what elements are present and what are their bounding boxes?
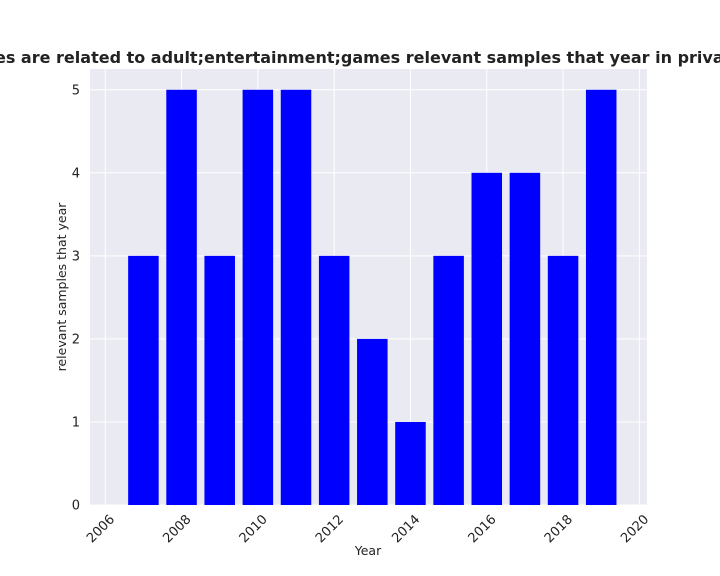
y-tick-label: 1	[72, 415, 80, 430]
bar-2017	[509, 172, 541, 506]
bar-2008	[166, 89, 197, 505]
bar-2016	[471, 172, 503, 506]
bar-2015	[433, 255, 464, 505]
x-tick-label: 2006	[84, 512, 118, 546]
bar-2011	[280, 89, 312, 505]
bar-2018	[547, 255, 579, 505]
y-tick-label: 2	[72, 332, 80, 347]
bar-2010	[242, 89, 274, 505]
bar-2012	[318, 255, 350, 505]
x-tick-label: 2014	[389, 512, 423, 546]
y-axis-ticks: 0 1 2 3 4 5	[72, 83, 80, 513]
bar-2013	[357, 338, 388, 505]
bar-2019	[585, 89, 617, 505]
bar-2014	[395, 421, 426, 505]
x-tick-label: 2012	[313, 512, 347, 546]
y-tick-label: 0	[72, 499, 80, 514]
bars	[128, 89, 617, 506]
x-tick-label: 2008	[160, 512, 194, 546]
y-tick-label: 5	[72, 83, 80, 98]
x-axis-ticks: 2006 2008 2010 2012 2014 2016 2018 2020	[84, 512, 652, 546]
y-tick-label: 3	[72, 249, 80, 264]
bar-2007	[128, 255, 159, 505]
x-tick-label: 2018	[542, 512, 576, 546]
x-axis-label: Year	[354, 543, 382, 558]
y-axis-label: relevant samples that year	[54, 202, 69, 372]
x-tick-label: 2016	[466, 512, 500, 546]
chart-title: Categories are related to adult;entertai…	[0, 48, 720, 67]
y-tick-label: 4	[72, 166, 80, 181]
x-tick-label: 2010	[237, 512, 271, 546]
x-tick-label: 2020	[618, 512, 652, 546]
bar-2009	[204, 255, 235, 505]
